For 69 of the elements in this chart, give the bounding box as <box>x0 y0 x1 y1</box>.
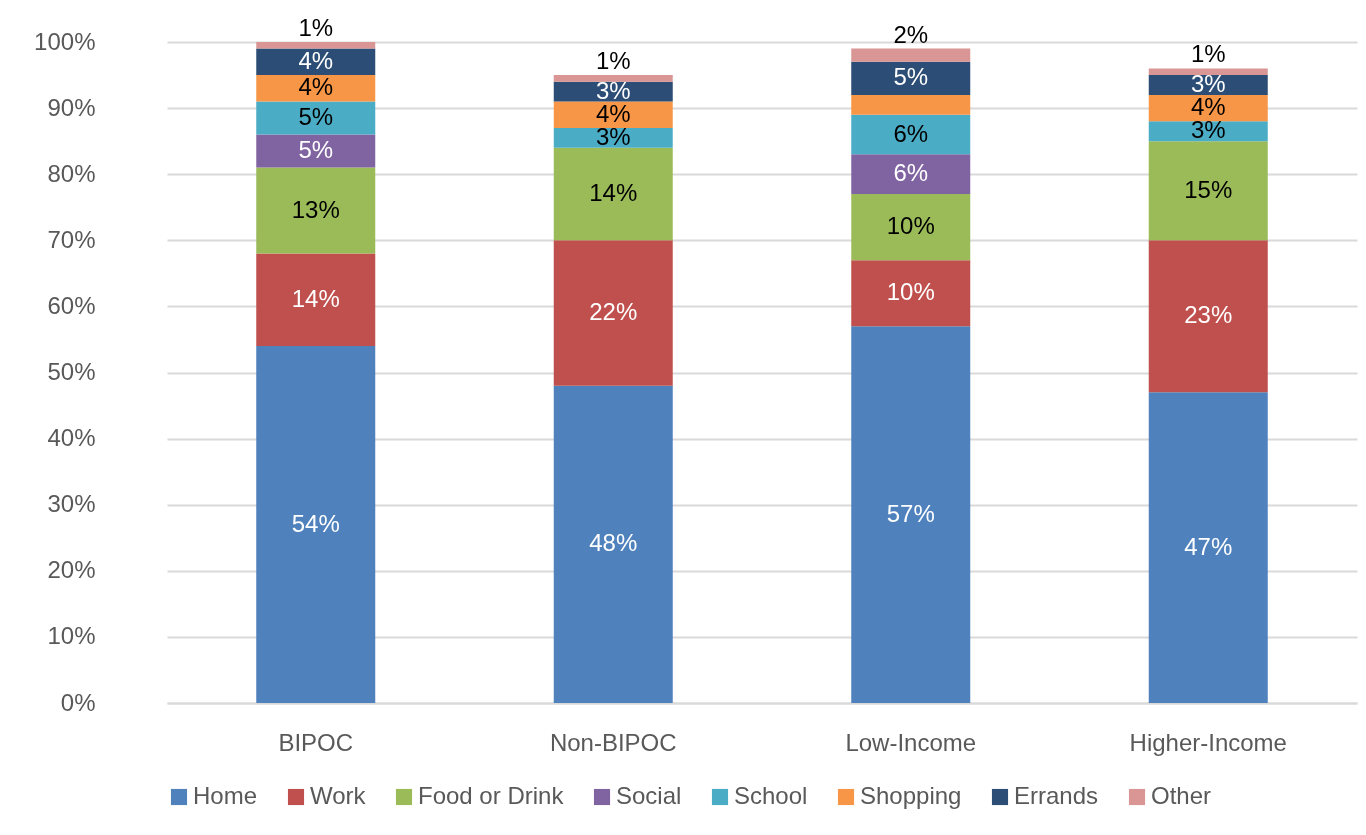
bar <box>851 48 971 62</box>
bar <box>256 253 376 347</box>
data-label: 1% <box>1190 40 1226 68</box>
y-tick-label: 30% <box>47 490 96 518</box>
bar <box>553 75 673 82</box>
bar <box>851 326 971 703</box>
legend-label: School <box>734 782 808 809</box>
bar <box>1148 68 1268 76</box>
x-tick-label: Low-Income <box>845 728 977 756</box>
legend-label: Home <box>193 782 258 809</box>
data-label: 5% <box>893 63 929 91</box>
data-label: 15% <box>1184 175 1233 203</box>
bar <box>851 154 971 195</box>
data-label: 4% <box>298 46 334 74</box>
bar <box>851 94 971 115</box>
data-label: 1% <box>595 47 631 75</box>
data-label: 14% <box>291 284 340 312</box>
legend-label: Shopping <box>860 782 962 809</box>
bar <box>256 134 376 168</box>
bar <box>553 101 673 128</box>
x-tick-label: Non-BIPOC <box>549 728 677 756</box>
bar <box>256 346 376 703</box>
bar <box>1148 392 1268 703</box>
data-label: 5% <box>298 136 334 164</box>
y-tick-label: 60% <box>47 291 96 319</box>
legend-label: Other <box>1151 782 1212 809</box>
y-tick-label: 90% <box>47 93 96 121</box>
legend-label: Work <box>310 782 367 809</box>
bar <box>553 385 673 703</box>
data-label: 10% <box>886 212 935 240</box>
y-tick-label: 70% <box>47 225 96 253</box>
data-label: 57% <box>886 499 935 527</box>
bar <box>553 147 673 241</box>
bar <box>256 167 376 254</box>
data-label: 4% <box>298 73 334 101</box>
bar <box>256 101 376 135</box>
y-tick-label: 50% <box>47 358 96 385</box>
x-tick-label: Higher-Income <box>1129 728 1287 756</box>
data-label: 13% <box>291 195 340 223</box>
data-label: 5% <box>298 103 334 131</box>
x-tick-label: BIPOC <box>278 728 354 756</box>
data-label: 23% <box>1184 301 1233 329</box>
bar <box>851 61 971 95</box>
bar <box>553 240 673 386</box>
data-label: 47% <box>1184 532 1233 560</box>
bar <box>851 114 971 155</box>
data-label: 6% <box>893 119 929 147</box>
bar <box>1148 240 1268 393</box>
data-label: 1% <box>298 14 334 41</box>
y-tick-label: 40% <box>47 424 96 452</box>
bar <box>1148 141 1268 241</box>
data-label: 2% <box>893 20 929 48</box>
y-tick-label: 80% <box>47 159 96 187</box>
data-label: 14% <box>589 179 638 207</box>
data-label: 22% <box>589 298 638 326</box>
data-label: 10% <box>886 278 935 306</box>
data-label: 6% <box>893 159 929 187</box>
bar <box>851 260 971 327</box>
y-tick-label: 0% <box>60 688 96 716</box>
legend-label: Social <box>616 782 682 809</box>
y-tick-label: 20% <box>47 556 96 584</box>
legend-label: Food or Drink <box>418 782 565 809</box>
legend-label: Errands <box>1014 782 1099 809</box>
bar <box>851 194 971 261</box>
data-label: 54% <box>291 509 340 537</box>
y-tick-label: 100% <box>34 27 96 55</box>
data-label: 48% <box>589 529 638 557</box>
y-tick-label: 10% <box>47 622 96 650</box>
bar <box>256 42 376 49</box>
